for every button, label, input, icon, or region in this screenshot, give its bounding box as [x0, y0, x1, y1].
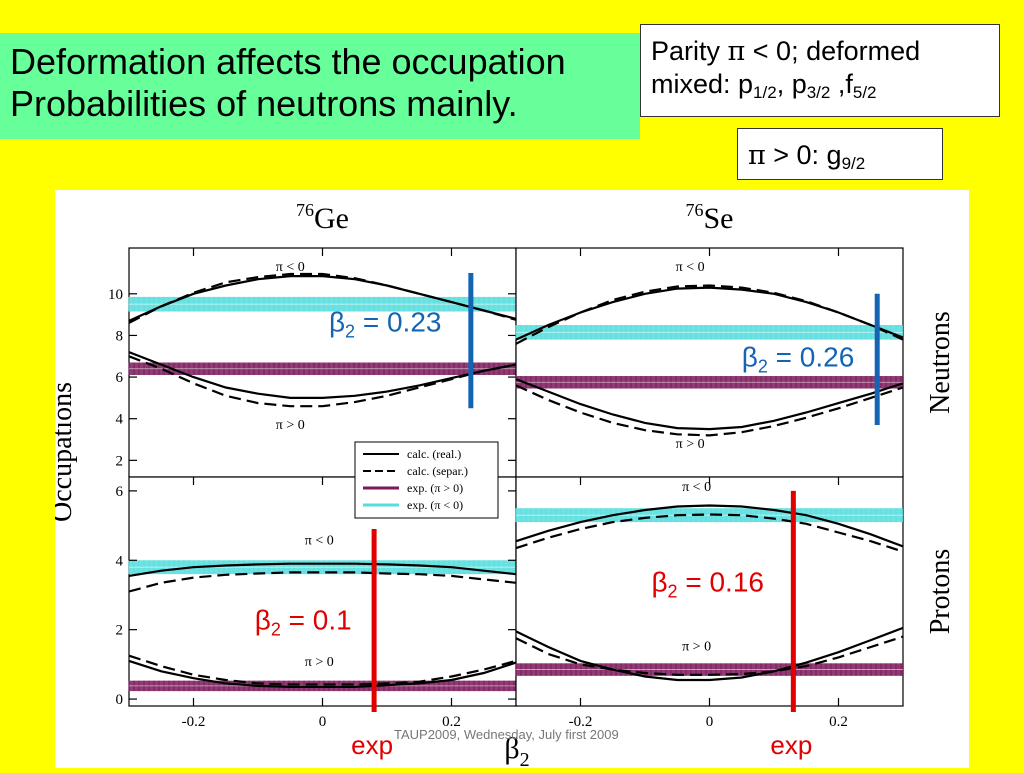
pi-symbol: π — [748, 140, 766, 171]
y-axis-label: Occupations — [55, 382, 78, 522]
curve-label: π > 0 — [276, 418, 305, 433]
pi-symbol: π — [727, 36, 746, 67]
nucleus-title: 76Se — [686, 200, 734, 235]
series-solid-0 — [515, 504, 904, 548]
panel-Se-neutrons: π < 0 π > 0 76Se Neutrons β2 = 0.26 — [515, 200, 956, 478]
beta2-label: β2 = 0.16 — [651, 567, 764, 602]
y-tick-label: 6 — [116, 370, 124, 386]
y-tick-label: 2 — [116, 453, 124, 469]
beta2-label: β2 = 0.1 — [255, 605, 352, 640]
series-solid-0 — [515, 286, 904, 341]
series-dashed-3 — [128, 654, 517, 686]
row-label-protons: Protons — [925, 549, 956, 635]
slide-title: Deformation affects the occupation Proba… — [0, 33, 640, 139]
series-solid-2 — [128, 659, 517, 688]
slide-title-line1: Deformation affects the occupation — [10, 41, 566, 82]
figure-panel: Occupations β2 π < 0 π > 0 2 4 6 8 10 76Ge β2 = … — [47, 190, 969, 771]
curve-label: π > 0 — [682, 639, 711, 654]
exp-label: exp — [770, 730, 812, 760]
series-dashed-1 — [128, 571, 517, 593]
positive-parity-note: π > 0: g9/2 — [737, 128, 943, 180]
y-tick-label: 0 — [116, 692, 124, 708]
orbital-sub: 5/2 — [852, 83, 877, 102]
curve-label: π < 0 — [682, 480, 711, 495]
nucleus-title: 76Ge — [296, 200, 349, 235]
curve-label: π > 0 — [305, 655, 334, 670]
y-tick-label: 2 — [116, 623, 124, 639]
series-solid-2 — [515, 378, 904, 431]
beta2-label: β2 = 0.23 — [329, 306, 442, 341]
slide-title-line2: Probabilities of neutrons mainly. — [10, 83, 518, 124]
panel-Se-protons: π < 0 π > 0 -0.2 0 0.2 Protons β2 = 0.16 exp — [515, 476, 956, 760]
x-axis-label: β2 — [504, 732, 529, 768]
x-tick-label: -0.2 — [182, 714, 206, 730]
legend-label: calc. (real.) — [407, 447, 461, 461]
legend-label: exp. (π > 0) — [407, 481, 463, 495]
y-tick-label: 4 — [116, 412, 124, 428]
orbital-sub: 9/2 — [841, 154, 866, 173]
series-dashed-3 — [515, 635, 904, 676]
legend-label: exp. (π < 0) — [407, 498, 463, 512]
orbital-sep: ,f — [830, 69, 853, 99]
note-prefix: Parity — [651, 36, 728, 66]
exp-label: exp — [351, 730, 393, 760]
x-tick-label: -0.2 — [569, 714, 593, 730]
series-dashed-3 — [515, 384, 904, 437]
series-dashed-3 — [128, 355, 517, 408]
y-tick-label: 10 — [108, 287, 123, 303]
series-solid-0 — [128, 562, 517, 577]
curve-label: π < 0 — [305, 534, 334, 549]
x-tick-label: 0 — [706, 714, 714, 730]
negative-parity-note: Parity π < 0; deformed mixed: p1/2, p3/2… — [640, 24, 1000, 117]
y-tick-label: 6 — [116, 484, 124, 500]
x-tick-label: 0.2 — [829, 714, 848, 730]
orbital-sep: , p — [776, 69, 807, 99]
panel-Ge-neutrons: π < 0 π > 0 2 4 6 8 10 76Ge β2 = 0.23 — [108, 200, 517, 478]
x-tick-label: 0.2 — [442, 714, 461, 730]
note-condition: > 0: g — [765, 140, 842, 170]
curve-label: π < 0 — [276, 260, 305, 275]
beta2-label: β2 = 0.26 — [742, 342, 855, 377]
x-tick-label: 0 — [319, 714, 327, 730]
row-label-neutrons: Neutrons — [925, 311, 956, 414]
y-tick-label: 4 — [116, 553, 124, 569]
orbital-sub: 3/2 — [806, 83, 831, 102]
panel-Ge-protons: π < 0 π > 0 0 2 4 6 -0.2 0 0.2 β2 = 0.1 exp — [116, 476, 517, 760]
y-tick-label: 8 — [116, 328, 124, 344]
series-dashed-1 — [515, 513, 904, 553]
occupation-figure: Occupations β2 π < 0 π > 0 2 4 6 8 10 76Ge β2 = … — [47, 200, 956, 771]
orbital-sub: 1/2 — [753, 83, 777, 102]
series-solid-2 — [515, 626, 904, 682]
curve-label: π < 0 — [676, 260, 705, 275]
orbital-list: mixed: p — [651, 69, 754, 99]
legend: calc. (real.) calc. (separ.) exp. (π > 0) e… — [354, 441, 499, 519]
series-dashed-1 — [515, 284, 904, 345]
note-condition: < 0; deformed — [745, 36, 921, 66]
curve-label: π > 0 — [676, 437, 705, 452]
series-dashed-1 — [128, 272, 517, 324]
legend-label: calc. (separ.) — [407, 464, 468, 478]
footer-text: TAUP2009, Wednesday, July first 2009 — [394, 727, 619, 742]
